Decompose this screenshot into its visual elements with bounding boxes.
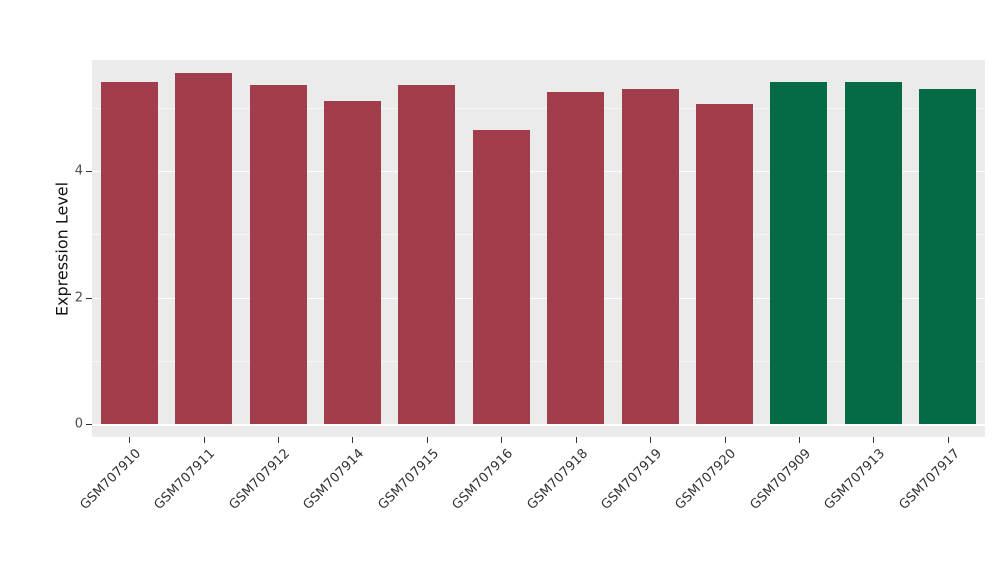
x-tick-label: GSM707918 — [524, 446, 591, 513]
x-tick-label: GSM707916 — [449, 446, 517, 513]
x-tick-mark — [203, 437, 205, 443]
gridline-major — [92, 170, 985, 173]
bar-GSM707916 — [472, 129, 530, 425]
bar-GSM707917 — [919, 88, 977, 425]
x-tick-label: GSM707919 — [598, 446, 666, 513]
x-tick-label: GSM707914 — [300, 446, 368, 513]
bar-GSM707913 — [844, 82, 902, 425]
x-tick-mark — [947, 437, 949, 443]
x-tick-label: GSM707911 — [151, 446, 219, 513]
bar-GSM707909 — [770, 82, 828, 425]
x-tick-label: GSM707913 — [821, 446, 889, 513]
x-tick-mark — [129, 437, 131, 443]
bar-GSM707910 — [100, 82, 158, 425]
x-tick-mark — [278, 437, 280, 443]
x-tick-mark — [798, 437, 800, 443]
plot-panel — [92, 60, 985, 437]
x-tick-label: GSM707912 — [226, 446, 293, 513]
y-tick-label: 2 — [74, 290, 83, 306]
bar-GSM707912 — [249, 85, 307, 425]
x-tick-label: GSM707909 — [747, 446, 814, 513]
gridline-minor — [92, 107, 985, 109]
y-tick-mark — [86, 424, 92, 426]
y-tick-label: 0 — [74, 416, 83, 432]
gridline-minor — [92, 360, 985, 362]
bar-GSM707920 — [696, 104, 754, 425]
x-tick-mark — [650, 437, 652, 443]
bar-GSM707919 — [621, 88, 679, 425]
bar-GSM707915 — [398, 85, 456, 425]
y-axis-title: Expression Level — [52, 181, 72, 316]
x-tick-mark — [352, 437, 354, 443]
x-tick-mark — [724, 437, 726, 443]
x-tick-label: GSM707910 — [77, 446, 145, 513]
gridline-major — [92, 424, 985, 426]
bar-GSM707911 — [175, 72, 233, 425]
x-tick-mark — [426, 437, 428, 443]
gridline-major — [92, 297, 985, 300]
bar-GSM707914 — [323, 101, 381, 425]
y-tick-mark — [86, 297, 92, 299]
bar-GSM707918 — [547, 91, 605, 425]
x-tick-mark — [575, 437, 577, 443]
x-tick-mark — [873, 437, 875, 443]
x-tick-label: GSM707917 — [896, 446, 963, 513]
x-tick-label: GSM707915 — [375, 446, 442, 513]
y-tick-label: 4 — [74, 163, 83, 179]
gridline-minor — [92, 234, 985, 236]
x-tick-mark — [501, 437, 503, 443]
y-tick-mark — [86, 170, 92, 172]
x-tick-label: GSM707920 — [672, 446, 740, 513]
